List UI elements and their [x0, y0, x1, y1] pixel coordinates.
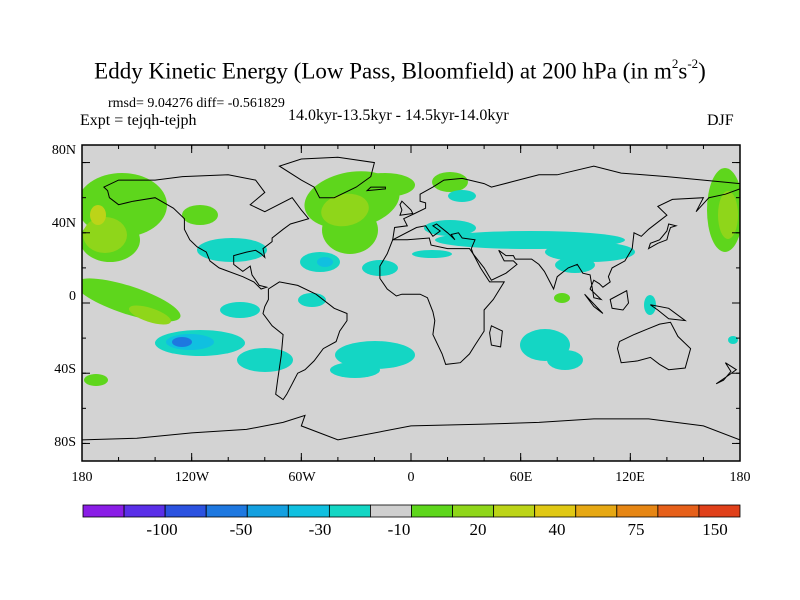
colorbar-label: 40 [548, 520, 566, 539]
y-tick-label: 80S [54, 435, 76, 450]
colorbar-box [411, 504, 453, 518]
coastlines [82, 156, 740, 461]
negative-anomaly-patch [220, 302, 260, 318]
colorbar-label: -30 [308, 520, 332, 539]
map-background [82, 145, 740, 461]
x-tick-label: 120E [615, 470, 645, 485]
negative-anomaly-patch [317, 257, 333, 267]
coastline-britain [399, 200, 414, 216]
negative-anomaly-patch [197, 238, 267, 262]
stats-text: rmsd= 9.04276 diff= -0.561829 [108, 96, 285, 111]
colorbar-label: 75 [627, 520, 645, 539]
colorbar-label: 150 [702, 520, 728, 539]
coastline-eurasia [392, 165, 740, 301]
y-tick-label: 0 [69, 289, 76, 304]
colorbar-box [205, 504, 248, 518]
colorbar-box [698, 504, 741, 518]
x-tick-label: 180 [71, 470, 93, 485]
coastline-north-america [103, 174, 310, 290]
coastline-madagascar [489, 325, 503, 348]
negative-anomaly-patch [644, 295, 656, 315]
experiment-label: Expt = tejqh-tejph [80, 112, 197, 129]
coastline-australia [616, 321, 692, 371]
colorbar-box [328, 504, 371, 518]
colorbar-box [493, 504, 536, 518]
coastline-new-zealand [715, 362, 738, 385]
colorbar-box [246, 504, 289, 518]
positive-anomaly-patch [182, 205, 218, 225]
colorbar-box [534, 504, 577, 518]
negative-anomaly-patch [424, 220, 476, 236]
y-tick-label: 80N [51, 143, 76, 158]
colorbar-box [452, 504, 495, 518]
coastline-africa [379, 237, 506, 365]
coastline-japan [647, 223, 678, 250]
colorbar-label: -100 [146, 520, 178, 539]
x-tick-label: 180 [729, 470, 751, 485]
coastline-south-america [262, 281, 348, 401]
coastline-antarctica [82, 414, 740, 461]
x-tick-label: 60W [288, 470, 316, 485]
colorbar-box [164, 504, 207, 518]
x-tick-label: 0 [407, 470, 415, 485]
x-tick-label: 120W [174, 470, 210, 485]
negative-anomaly-patch [237, 348, 293, 372]
negative-anomaly-patch [330, 362, 380, 378]
coastline-iceland [365, 186, 386, 192]
figure-title: Eddy Kinetic Energy (Low Pass, Bloomfiel… [94, 56, 706, 84]
season-label: DJF [707, 112, 734, 129]
axis-ticks [81, 145, 741, 461]
positive-anomaly-patch [321, 193, 369, 227]
positive-anomaly-patch [84, 374, 108, 386]
negative-anomaly-patch [547, 350, 583, 370]
colorbar [82, 504, 741, 518]
positive-anomaly-patch [128, 305, 172, 325]
negative-anomaly-patch [298, 293, 326, 307]
colorbar-box [287, 504, 330, 518]
period-label: 14.0kyr-13.5kyr - 14.5kyr-14.0kyr [288, 107, 509, 124]
colorbar-box [82, 504, 125, 518]
negative-anomaly-patch [172, 337, 192, 347]
coastline-new-guinea [650, 304, 687, 322]
positive-anomaly-patch [432, 172, 468, 192]
positive-anomaly-patch [90, 205, 106, 225]
colorbar-label: 20 [469, 520, 487, 539]
colorbar-box [123, 504, 166, 518]
colorbar-label: -10 [387, 520, 411, 539]
positive-anomaly-patch [718, 191, 738, 239]
positive-anomaly-patch [83, 217, 127, 253]
colorbar-box [370, 504, 412, 518]
negative-anomaly-patch [412, 250, 452, 258]
x-tick-label: 60E [509, 470, 533, 485]
y-tick-label: 40S [54, 362, 76, 377]
negative-anomaly-patch [728, 336, 738, 344]
negative-anomaly-patch [448, 190, 476, 202]
colorbar-box [616, 504, 659, 518]
colorbar-box [575, 504, 618, 518]
positive-anomaly-patch [355, 173, 415, 197]
coastline-greenland [278, 156, 376, 199]
colorbar-label: -50 [229, 520, 253, 539]
coastline-sumatra [584, 293, 604, 314]
y-tick-label: 40N [51, 216, 76, 231]
anomaly-fields [82, 168, 740, 386]
coastline-borneo [609, 289, 630, 311]
positive-anomaly-patch [554, 293, 570, 303]
colorbar-box [657, 504, 700, 518]
negative-anomaly-patch [545, 242, 635, 262]
